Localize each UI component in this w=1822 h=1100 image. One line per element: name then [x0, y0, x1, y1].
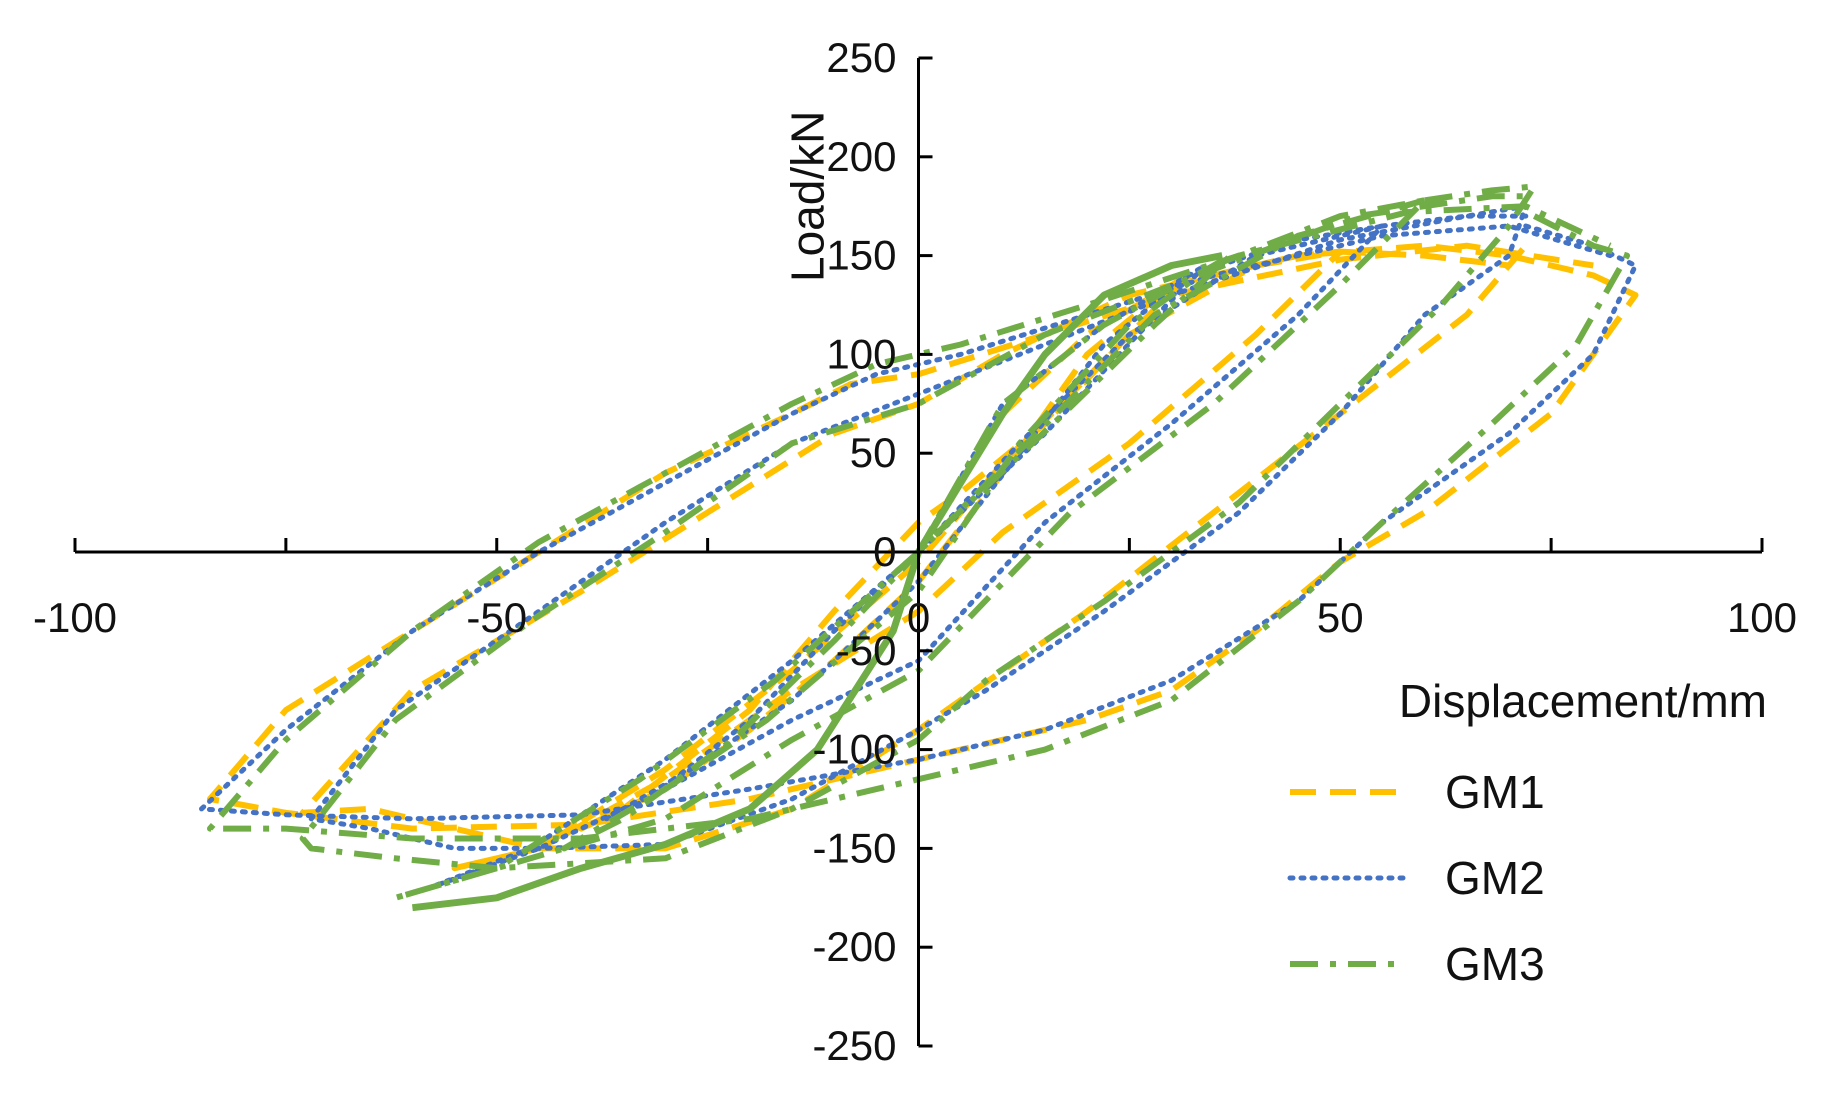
- legend-item-gm3: GM3: [1290, 938, 1545, 990]
- y-tick-label: 250: [826, 34, 896, 81]
- y-tick-label: -100: [812, 726, 896, 773]
- legend-label: GM2: [1445, 852, 1545, 904]
- y-tick-label: -200: [812, 923, 896, 970]
- x-tick-label: 100: [1727, 594, 1797, 641]
- y-tick-label: 150: [826, 232, 896, 279]
- series-gm3-loop-3: [299, 183, 1538, 872]
- legend-label: GM1: [1445, 766, 1545, 818]
- series-gm3-loop-2: [392, 197, 1428, 901]
- y-axis-title: Load/kN: [782, 111, 834, 282]
- series-gm1-loop-2: [451, 248, 1344, 872]
- series-gm3-solid-backbone: [411, 252, 1223, 912]
- series-gm2-loop-2: [426, 223, 1385, 891]
- y-tick-label: 0: [873, 528, 896, 575]
- legend-label: GM3: [1445, 938, 1545, 990]
- y-tick-label: 50: [850, 429, 897, 476]
- y-tick-label: -150: [812, 824, 896, 871]
- series-gm1: [207, 242, 1639, 872]
- y-tick-label: -250: [812, 1022, 896, 1069]
- series-layer: [199, 183, 1639, 912]
- y-tick-label: 100: [826, 330, 896, 377]
- series-gm3-loop-4: [207, 203, 1630, 842]
- labels-layer: -100 -50 0 50 100250200150100500-50-100-150-…: [33, 34, 1797, 1069]
- axes-layer: [73, 56, 1764, 1048]
- y-tick-label: -50: [836, 627, 897, 674]
- x-tick-label: 0: [907, 594, 930, 641]
- x-tick-label: -100: [33, 594, 117, 641]
- legend-item-gm2: GM2: [1287, 852, 1545, 904]
- x-axis-title: Displacement/mm: [1399, 675, 1767, 727]
- x-tick-label: 50: [1317, 594, 1364, 641]
- series-gm2-loop-4: [199, 223, 1638, 822]
- series-gm3: [207, 183, 1630, 901]
- series-gm1-loop-4: [207, 242, 1639, 832]
- y-tick-label: 200: [826, 133, 896, 180]
- legend-item-gm1: GM1: [1290, 766, 1545, 818]
- x-tick-label: -50: [466, 594, 527, 641]
- legend: GM1 GM2 GM3: [1287, 766, 1545, 990]
